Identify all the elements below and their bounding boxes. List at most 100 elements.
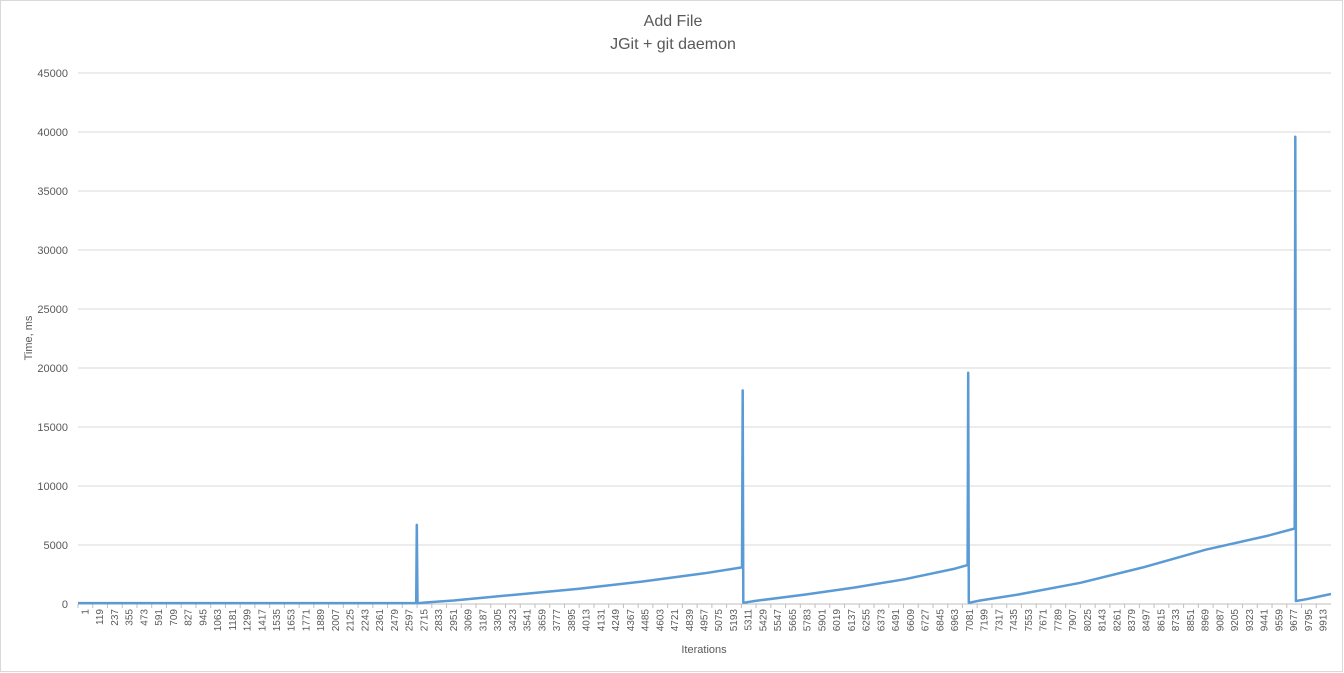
x-tick-label: 5901 (817, 609, 828, 632)
x-tick-label: 5075 (714, 609, 725, 632)
x-tick-label: 6963 (950, 609, 961, 632)
x-tick-label: 4603 (655, 609, 666, 632)
chart-title: Add File (643, 13, 703, 30)
x-tick-label: 6491 (891, 609, 902, 632)
x-tick-label: 2243 (360, 609, 371, 632)
series-line (78, 135, 1332, 605)
x-tick-label: 8615 (1156, 609, 1167, 632)
x-tick-label: 945 (198, 609, 209, 626)
x-tick-label: 591 (154, 609, 165, 626)
x-tick-label: 7317 (994, 609, 1005, 632)
x-tick-label: 3541 (523, 609, 534, 632)
x-tick-label: 7907 (1068, 609, 1079, 632)
x-tick-label: 1771 (301, 609, 312, 632)
y-tick-label: 35000 (37, 186, 68, 198)
x-tick-label: 9323 (1245, 609, 1256, 632)
x-tick-label: 237 (110, 609, 121, 626)
x-tick-label: 709 (169, 609, 180, 626)
x-tick-label: 3423 (508, 609, 519, 632)
y-tick-label: 25000 (37, 304, 68, 316)
x-tick-label: 5429 (758, 609, 769, 632)
x-tick-label: 2833 (434, 609, 445, 632)
x-tick-label: 9205 (1230, 609, 1241, 632)
x-tick-label: 9795 (1304, 609, 1315, 632)
x-tick-label: 7435 (1009, 609, 1020, 632)
x-tick-label: 1063 (213, 609, 224, 632)
x-tick-label: 827 (184, 609, 195, 626)
x-tick-label: 2597 (405, 609, 416, 632)
x-tick-label: 5665 (788, 609, 799, 632)
x-tick-label: 5193 (729, 609, 740, 632)
x-tick-label: 6845 (935, 609, 946, 632)
x-tick-label: 7081 (965, 609, 976, 632)
x-tick-label: 2007 (331, 609, 342, 632)
y-tick-label: 5000 (44, 540, 68, 552)
y-tick-label: 0 (62, 599, 68, 611)
x-tick-label: 2125 (346, 609, 357, 632)
x-tick-label: 7553 (1024, 609, 1035, 632)
y-tick-label: 40000 (37, 127, 68, 139)
x-tick-label: 473 (139, 609, 150, 626)
x-tick-label: 3069 (464, 609, 475, 632)
x-tick-label: 2361 (375, 609, 386, 632)
x-tick-label: 6137 (847, 609, 858, 632)
x-tick-label: 8497 (1142, 609, 1153, 632)
x-tick-label: 355 (125, 609, 136, 626)
x-tick-label: 8025 (1083, 609, 1094, 632)
x-tick-label: 6609 (906, 609, 917, 632)
x-tick-label: 3305 (493, 609, 504, 632)
x-tick-label: 1417 (257, 609, 268, 632)
x-tick-label: 4367 (626, 609, 637, 632)
gridlines (78, 72, 1331, 605)
x-tick-label: 6019 (832, 609, 843, 632)
x-tick-label: 3659 (537, 609, 548, 632)
x-tick-label: 4485 (641, 609, 652, 632)
x-tick-label: 5547 (773, 609, 784, 632)
x-tick-label: 5311 (744, 609, 755, 631)
x-tick-label: 1889 (316, 609, 327, 632)
x-tick-label: 9677 (1289, 609, 1300, 632)
y-tick-label: 15000 (37, 422, 68, 434)
x-tick-label: 8261 (1112, 609, 1123, 632)
x-tick-label: 7789 (1053, 609, 1064, 632)
x-tick-label: 1653 (287, 609, 298, 632)
x-tick-label: 1299 (243, 609, 254, 632)
x-tick-label: 7199 (980, 609, 991, 632)
x-tick-label: 8969 (1201, 609, 1212, 632)
x-tick-label: 5783 (803, 609, 814, 632)
x-tick-label: 6255 (862, 609, 873, 632)
x-tick-label: 2715 (419, 609, 430, 632)
x-tick-label: 3895 (567, 609, 578, 632)
series-group (78, 135, 1332, 605)
x-tick-label: 9559 (1274, 609, 1285, 632)
x-tick-label: 6727 (921, 609, 932, 632)
x-tick-label: 8851 (1186, 609, 1197, 632)
x-tick-label: 1535 (272, 609, 283, 632)
y-tick-labels: 0 5000 10000 15000 20000 25000 30000 35000 40000… (37, 68, 68, 611)
chart-subtitle: JGit + git daemon (610, 36, 736, 53)
x-tick-label: 119 (95, 609, 106, 625)
x-tick-label: 4013 (582, 609, 593, 632)
x-tick-label: 4957 (700, 609, 711, 632)
x-tick-label: 1 (80, 609, 91, 615)
x-tick-label: 8379 (1127, 609, 1138, 632)
x-tick-label: 9087 (1215, 609, 1226, 632)
x-tick-label: 8143 (1098, 609, 1109, 632)
x-tick-label: 7671 (1039, 609, 1050, 632)
x-tick-label: 4721 (670, 609, 681, 632)
x-tick-label: 8733 (1171, 609, 1182, 632)
x-tick-label: 6373 (876, 609, 887, 632)
x-tick-label: 1181 (228, 609, 239, 631)
x-axis-label: Iterations (681, 644, 727, 656)
y-tick-label: 20000 (37, 363, 68, 375)
x-tick-label: 4249 (611, 609, 622, 632)
x-tick-label: 2951 (449, 609, 460, 632)
x-tick-label: 3187 (478, 609, 489, 632)
x-tick-label: 4839 (685, 609, 696, 632)
x-tick-label: 2479 (390, 609, 401, 632)
x-tick-labels: 1 119 237 355 473 591 709 827 945 1063 1181 1299 141… (77, 604, 1330, 632)
x-tick-label: 4131 (596, 609, 607, 632)
y-tick-label: 45000 (37, 68, 68, 80)
